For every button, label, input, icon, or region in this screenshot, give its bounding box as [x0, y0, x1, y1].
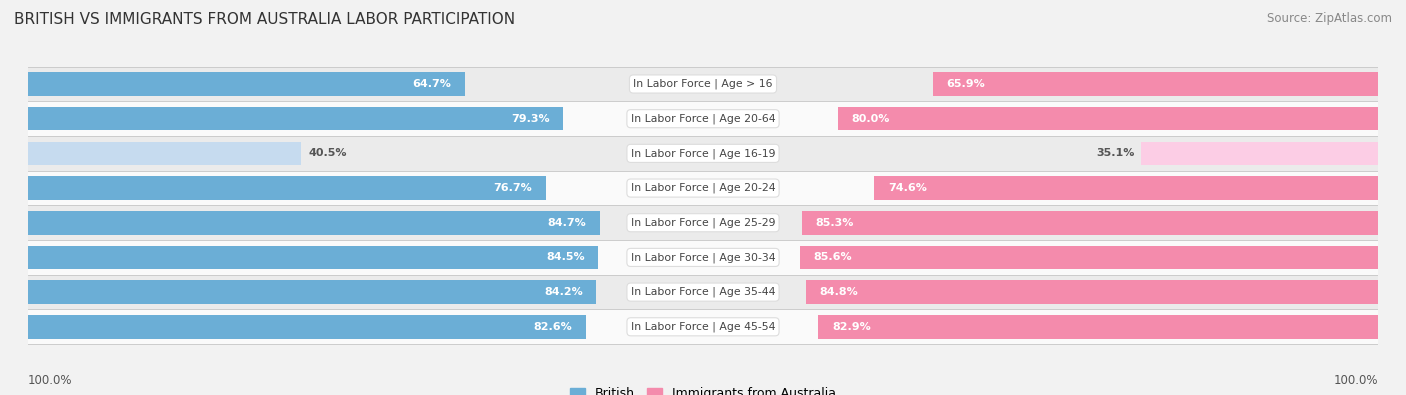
Text: 82.6%: 82.6% [533, 322, 572, 332]
Text: Source: ZipAtlas.com: Source: ZipAtlas.com [1267, 12, 1392, 25]
Bar [838, 107, 1378, 130]
Bar [28, 176, 546, 200]
Text: In Labor Force | Age 45-54: In Labor Force | Age 45-54 [631, 322, 775, 332]
Bar [28, 211, 600, 235]
Bar [818, 315, 1378, 339]
Text: In Labor Force | Age 16-19: In Labor Force | Age 16-19 [631, 148, 775, 159]
Bar [28, 67, 1378, 102]
Bar [806, 280, 1378, 304]
Text: 65.9%: 65.9% [946, 79, 986, 89]
Bar [800, 246, 1378, 269]
Bar [28, 171, 1378, 205]
Text: 84.5%: 84.5% [547, 252, 585, 262]
Bar [28, 309, 1378, 344]
Text: 85.3%: 85.3% [815, 218, 853, 228]
Bar [28, 107, 564, 130]
Bar [875, 176, 1378, 200]
Text: 35.1%: 35.1% [1095, 149, 1135, 158]
Text: 85.6%: 85.6% [814, 252, 852, 262]
Text: 100.0%: 100.0% [28, 374, 73, 387]
Text: 79.3%: 79.3% [512, 114, 550, 124]
Text: In Labor Force | Age 35-44: In Labor Force | Age 35-44 [631, 287, 775, 297]
Bar [28, 72, 465, 96]
Text: In Labor Force | Age 25-29: In Labor Force | Age 25-29 [631, 218, 775, 228]
Text: 64.7%: 64.7% [412, 79, 451, 89]
Text: In Labor Force | Age 20-24: In Labor Force | Age 20-24 [631, 183, 775, 193]
Text: 76.7%: 76.7% [494, 183, 533, 193]
Text: BRITISH VS IMMIGRANTS FROM AUSTRALIA LABOR PARTICIPATION: BRITISH VS IMMIGRANTS FROM AUSTRALIA LAB… [14, 12, 515, 27]
Bar [28, 102, 1378, 136]
Text: 74.6%: 74.6% [889, 183, 927, 193]
Bar [803, 211, 1378, 235]
Bar [1142, 141, 1378, 165]
Bar [28, 141, 301, 165]
Text: 82.9%: 82.9% [832, 322, 870, 332]
Bar [28, 205, 1378, 240]
Bar [28, 275, 1378, 309]
Text: 40.5%: 40.5% [308, 149, 347, 158]
Bar [28, 246, 599, 269]
Text: In Labor Force | Age 30-34: In Labor Force | Age 30-34 [631, 252, 775, 263]
Bar [28, 240, 1378, 275]
Bar [28, 315, 585, 339]
Text: 84.2%: 84.2% [544, 287, 583, 297]
Text: In Labor Force | Age > 16: In Labor Force | Age > 16 [633, 79, 773, 89]
Legend: British, Immigrants from Australia: British, Immigrants from Australia [567, 384, 839, 395]
Text: 84.7%: 84.7% [547, 218, 586, 228]
Bar [28, 136, 1378, 171]
Text: 80.0%: 80.0% [852, 114, 890, 124]
Text: 100.0%: 100.0% [1333, 374, 1378, 387]
Bar [28, 280, 596, 304]
Bar [934, 72, 1378, 96]
Text: In Labor Force | Age 20-64: In Labor Force | Age 20-64 [631, 113, 775, 124]
Text: 84.8%: 84.8% [820, 287, 858, 297]
